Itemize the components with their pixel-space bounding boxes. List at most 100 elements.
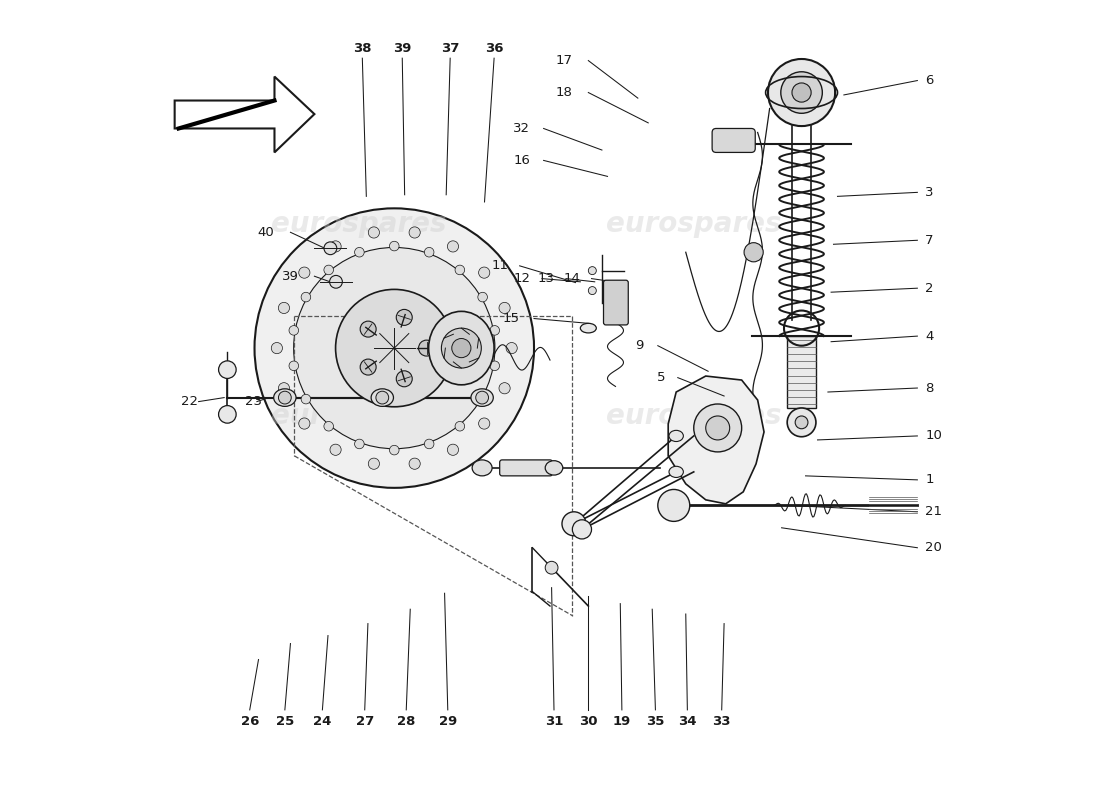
Circle shape — [425, 247, 435, 257]
Ellipse shape — [472, 460, 492, 476]
Circle shape — [658, 490, 690, 522]
Circle shape — [360, 321, 376, 337]
Circle shape — [452, 338, 471, 358]
Text: 33: 33 — [713, 714, 732, 727]
FancyBboxPatch shape — [499, 460, 552, 476]
Circle shape — [299, 418, 310, 429]
Ellipse shape — [471, 389, 493, 406]
Circle shape — [455, 265, 464, 274]
Text: 3: 3 — [925, 186, 934, 199]
Circle shape — [744, 242, 763, 262]
Text: 11: 11 — [492, 259, 508, 272]
Text: 18: 18 — [556, 86, 572, 99]
Circle shape — [588, 266, 596, 274]
Text: 34: 34 — [678, 714, 696, 727]
Circle shape — [301, 292, 310, 302]
Ellipse shape — [294, 247, 495, 449]
Circle shape — [477, 292, 487, 302]
Text: 12: 12 — [514, 272, 531, 285]
Circle shape — [562, 512, 586, 536]
Circle shape — [546, 562, 558, 574]
Circle shape — [323, 422, 333, 431]
Circle shape — [706, 416, 729, 440]
Circle shape — [448, 241, 459, 252]
Circle shape — [354, 439, 364, 449]
Text: 39: 39 — [282, 270, 298, 282]
Text: 27: 27 — [355, 714, 374, 727]
Text: 5: 5 — [658, 371, 666, 384]
FancyBboxPatch shape — [788, 336, 816, 408]
Ellipse shape — [429, 311, 494, 385]
FancyBboxPatch shape — [604, 280, 628, 325]
Text: 31: 31 — [544, 714, 563, 727]
Circle shape — [788, 408, 816, 437]
Text: 20: 20 — [925, 542, 943, 554]
Text: 35: 35 — [646, 714, 664, 727]
Circle shape — [499, 382, 510, 394]
Circle shape — [506, 342, 517, 354]
Circle shape — [448, 444, 459, 455]
Circle shape — [301, 394, 310, 404]
Ellipse shape — [669, 466, 683, 478]
Circle shape — [368, 227, 379, 238]
Text: 37: 37 — [441, 42, 460, 55]
Text: 24: 24 — [314, 714, 331, 727]
Circle shape — [478, 267, 490, 278]
Ellipse shape — [669, 430, 683, 442]
Circle shape — [478, 418, 490, 429]
Circle shape — [330, 241, 341, 252]
Circle shape — [419, 340, 435, 356]
Text: 14: 14 — [563, 272, 581, 285]
Text: 39: 39 — [393, 42, 411, 55]
Text: 1: 1 — [925, 474, 934, 486]
Circle shape — [289, 326, 298, 335]
Circle shape — [389, 446, 399, 455]
Text: 32: 32 — [513, 122, 530, 135]
Text: eurospares: eurospares — [271, 402, 447, 430]
Circle shape — [409, 227, 420, 238]
Text: 29: 29 — [439, 714, 456, 727]
Text: 40: 40 — [257, 226, 275, 238]
Circle shape — [376, 391, 388, 404]
Circle shape — [499, 302, 510, 314]
Circle shape — [396, 310, 412, 326]
Circle shape — [490, 326, 499, 335]
Circle shape — [475, 391, 488, 404]
Ellipse shape — [336, 290, 453, 406]
Text: 23: 23 — [245, 395, 262, 408]
Text: 25: 25 — [276, 714, 294, 727]
Text: 6: 6 — [925, 74, 934, 87]
Circle shape — [354, 247, 364, 257]
Circle shape — [490, 361, 499, 370]
Text: 10: 10 — [925, 430, 943, 442]
Text: 7: 7 — [925, 234, 934, 246]
Text: eurospares: eurospares — [606, 210, 781, 238]
Text: 17: 17 — [556, 54, 572, 67]
Text: 21: 21 — [925, 506, 943, 518]
Circle shape — [588, 286, 596, 294]
Text: 2: 2 — [925, 282, 934, 294]
Circle shape — [272, 342, 283, 354]
Circle shape — [781, 72, 823, 114]
Ellipse shape — [371, 389, 394, 406]
Circle shape — [330, 275, 342, 288]
Text: 26: 26 — [241, 714, 258, 727]
Circle shape — [389, 242, 399, 251]
FancyBboxPatch shape — [712, 129, 756, 153]
Text: 4: 4 — [925, 330, 934, 342]
Text: 9: 9 — [635, 339, 643, 352]
Text: 30: 30 — [579, 714, 597, 727]
Circle shape — [219, 361, 236, 378]
Text: eurospares: eurospares — [271, 210, 447, 238]
Ellipse shape — [581, 323, 596, 333]
Circle shape — [768, 59, 835, 126]
Ellipse shape — [274, 389, 296, 406]
Text: eurospares: eurospares — [606, 402, 781, 430]
Text: 8: 8 — [925, 382, 934, 394]
Circle shape — [409, 458, 420, 470]
Circle shape — [368, 458, 379, 470]
Ellipse shape — [254, 208, 534, 488]
Circle shape — [477, 394, 487, 404]
Circle shape — [289, 361, 298, 370]
Circle shape — [323, 265, 333, 274]
